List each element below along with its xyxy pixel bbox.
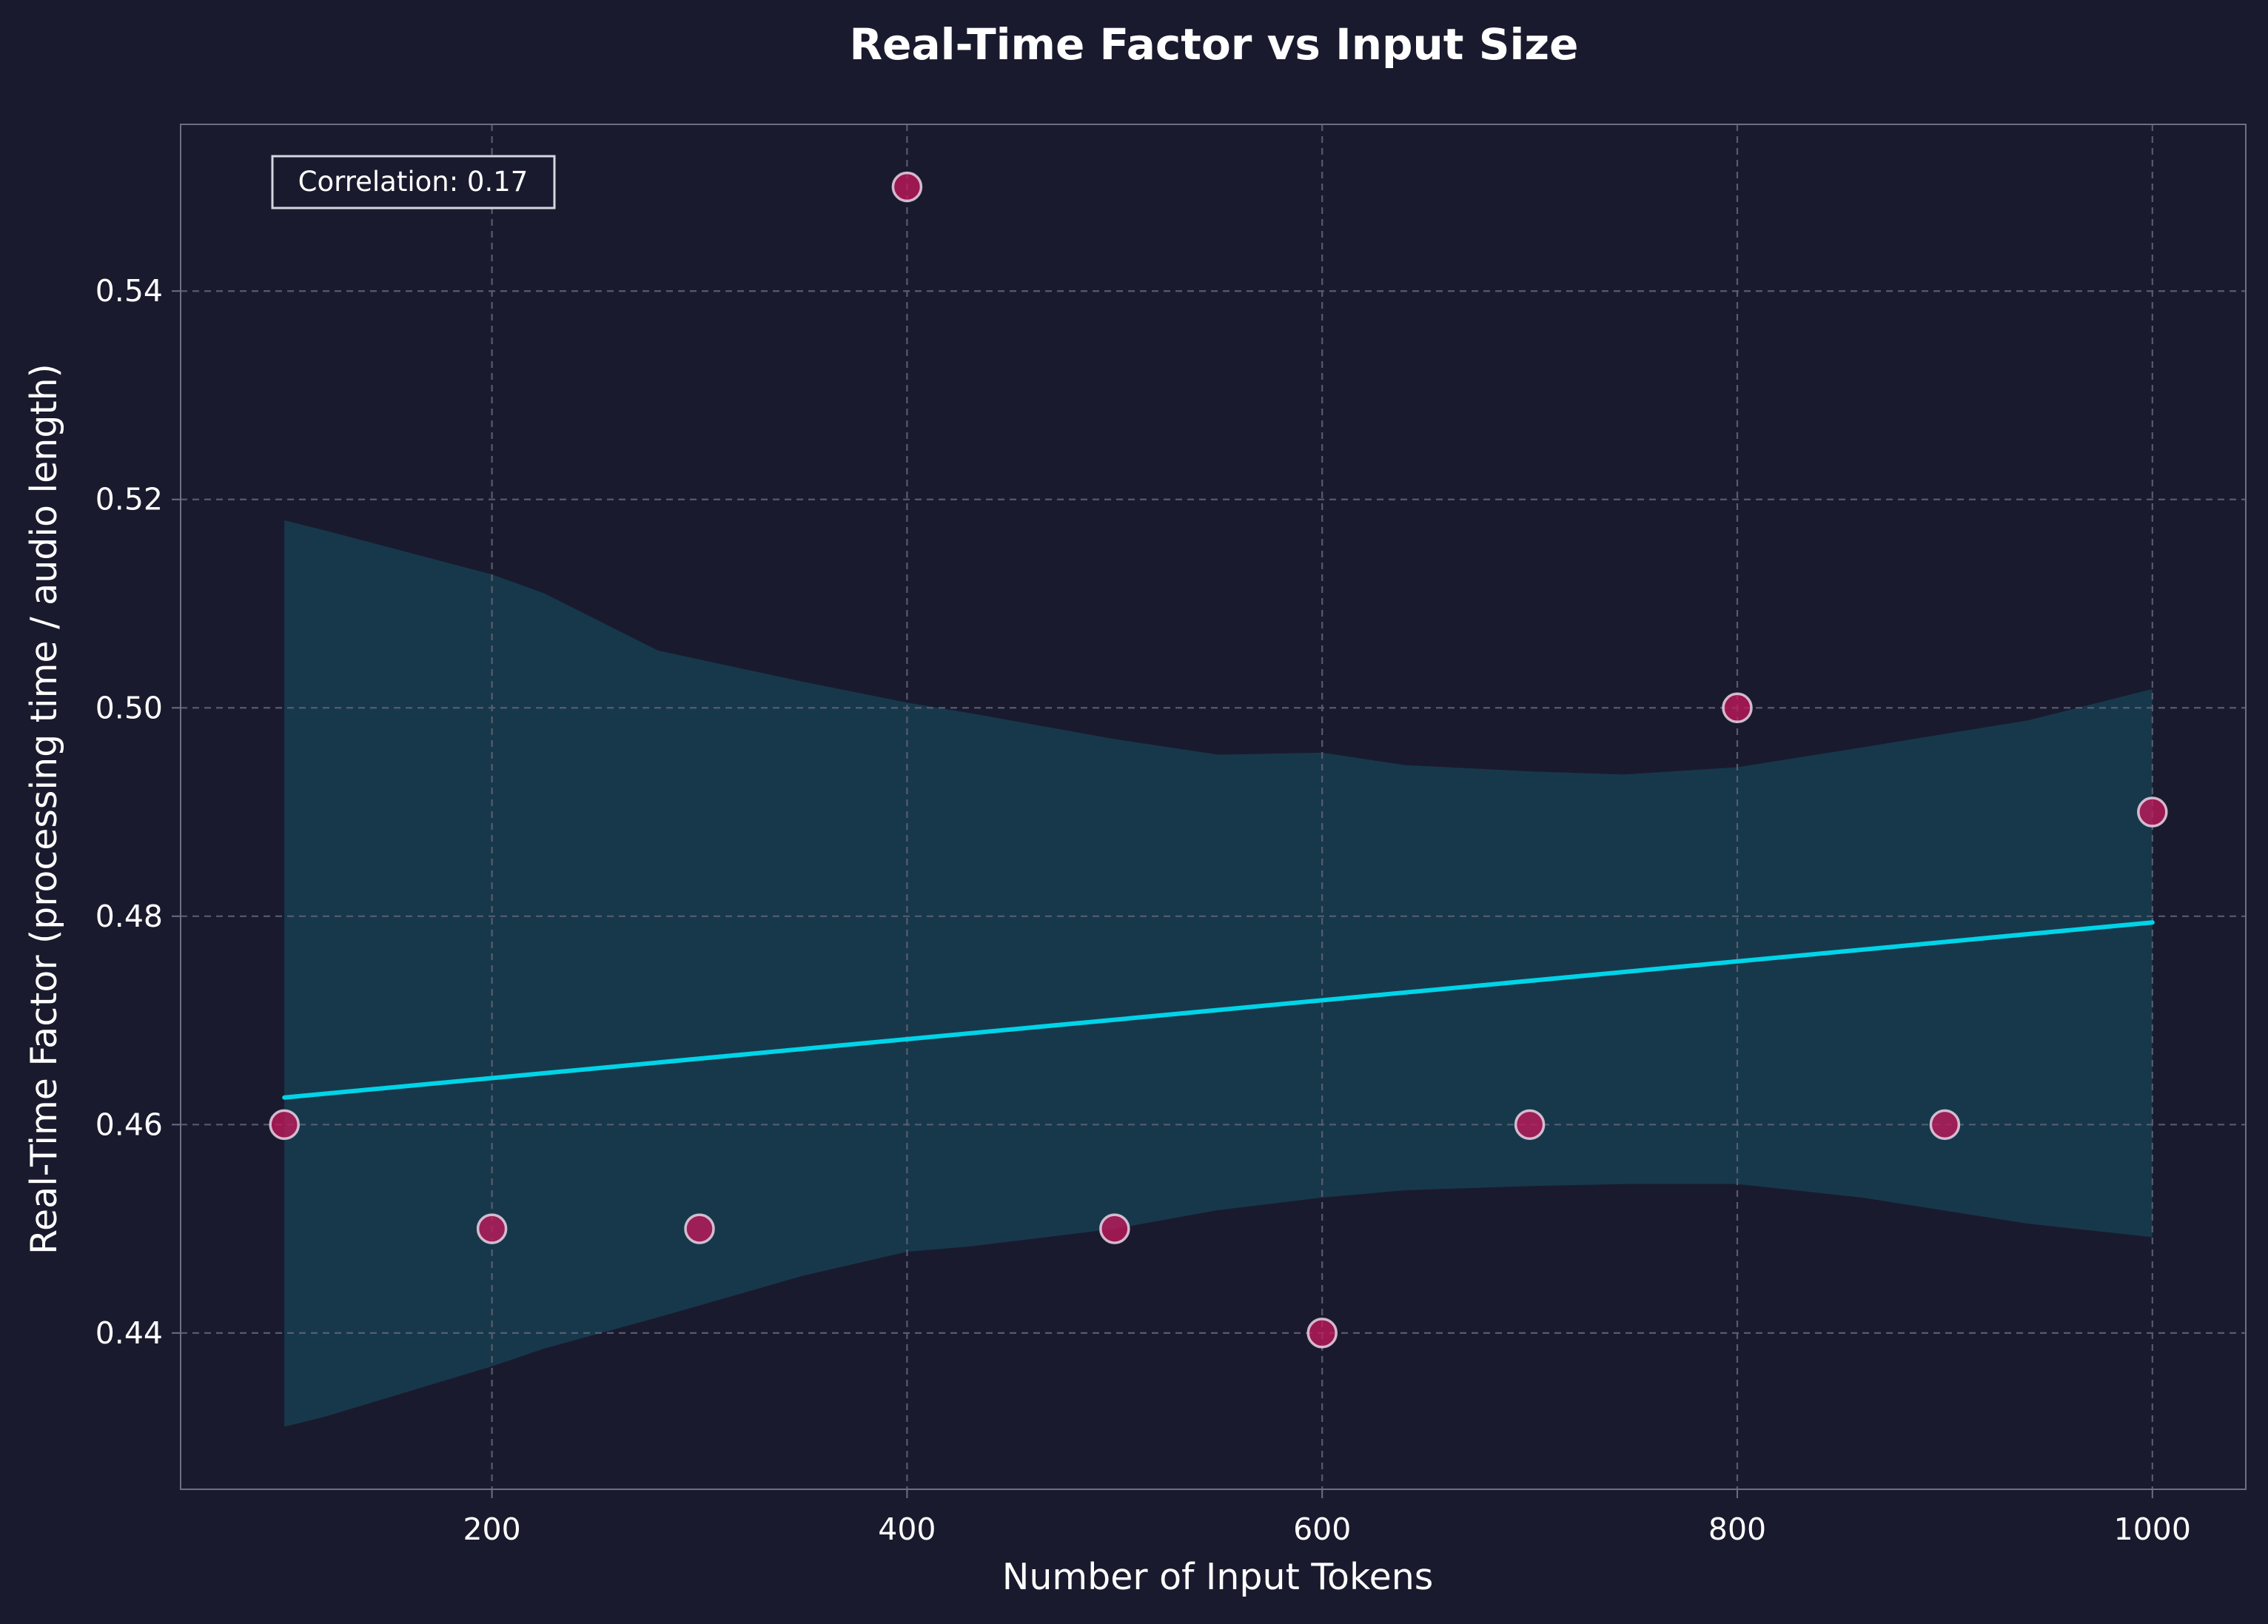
scatter-point [478,1215,506,1243]
x-tick-label: 1000 [2114,1511,2191,1547]
x-tick-label: 400 [878,1511,936,1547]
y-tick-label: 0.50 [95,690,163,725]
chart-title: Real-Time Factor vs Input Size [850,19,1579,70]
y-tick-label: 0.46 [95,1107,163,1142]
scatter-point [893,172,921,201]
y-tick-label: 0.44 [95,1315,163,1351]
y-tick-label: 0.48 [95,899,163,934]
x-tick-label: 200 [463,1511,520,1547]
correlation-annotation: Correlation: 0.17 [272,156,554,208]
annotation-text: Correlation: 0.17 [298,166,529,198]
y-tick-label: 0.54 [95,273,163,309]
scatter-point [2138,798,2167,826]
scatter-point [1723,694,1751,722]
scatter-point [1308,1319,1336,1347]
scatter-point [685,1215,714,1243]
scatter-point [1930,1110,1959,1138]
scatter-point [1101,1215,1129,1243]
scatter-point [1516,1110,1544,1138]
x-tick-label: 600 [1293,1511,1351,1547]
x-tick-label: 800 [1708,1511,1766,1547]
y-tick-label: 0.52 [95,482,163,517]
scatter-point [270,1110,298,1138]
x-axis-label: Number of Input Tokens [1002,1556,1434,1598]
y-axis-label: Real-Time Factor (processing time / audi… [23,363,65,1255]
